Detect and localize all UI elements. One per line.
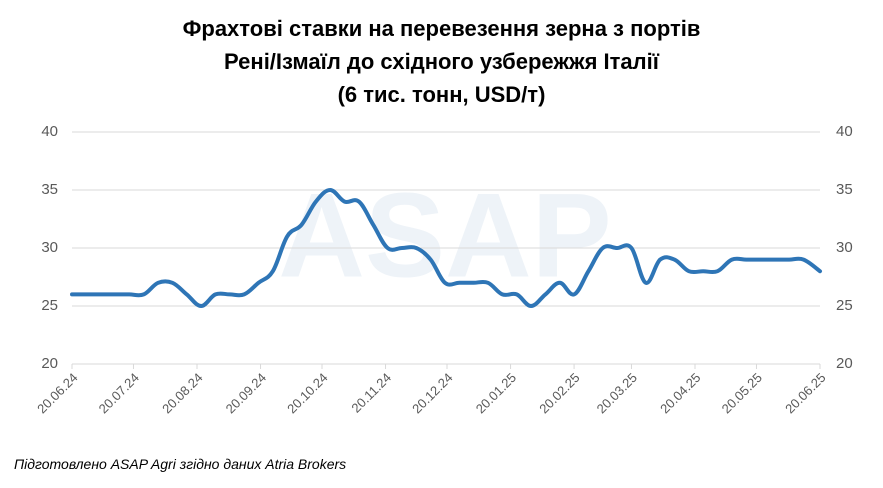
x-tick-label: 20.03.25 (594, 370, 640, 416)
x-tick-label: 20.02.25 (536, 370, 582, 416)
y-tick-label: 35 (41, 181, 58, 198)
x-tick-label: 20.11.24 (348, 370, 394, 416)
x-tick-label: 20.12.24 (409, 370, 455, 416)
x-tick-label: 20.06.24 (34, 370, 80, 416)
y-tick-label: 20 (41, 355, 58, 372)
x-tick-label: 20.04.25 (657, 370, 703, 416)
x-tick-label: 20.09.24 (223, 370, 269, 416)
y2-tick-label: 30 (836, 239, 853, 256)
y2-tick-label: 35 (836, 181, 853, 198)
x-tick-label: 20.10.24 (284, 370, 330, 416)
x-tick-label: 20.06.25 (782, 370, 828, 416)
x-tick-label: 20.08.24 (159, 370, 205, 416)
y2-tick-label: 25 (836, 297, 853, 314)
y2-tick-label: 40 (836, 123, 853, 140)
line-series (70, 188, 822, 308)
y-tick-label: 30 (41, 239, 58, 256)
x-tick-label: 20.01.25 (473, 370, 519, 416)
y-tick-label: 25 (41, 297, 58, 314)
source-note: Підготовлено ASAP Agri згідно даних Atri… (14, 456, 347, 472)
x-tick-label: 20.05.25 (719, 370, 765, 416)
chart-title: Фрахтові ставки на перевезення зерна з п… (182, 16, 701, 107)
x-tick-label: 20.07.24 (96, 370, 142, 416)
y2-tick-label: 20 (836, 355, 853, 372)
y-tick-label: 40 (41, 123, 58, 140)
